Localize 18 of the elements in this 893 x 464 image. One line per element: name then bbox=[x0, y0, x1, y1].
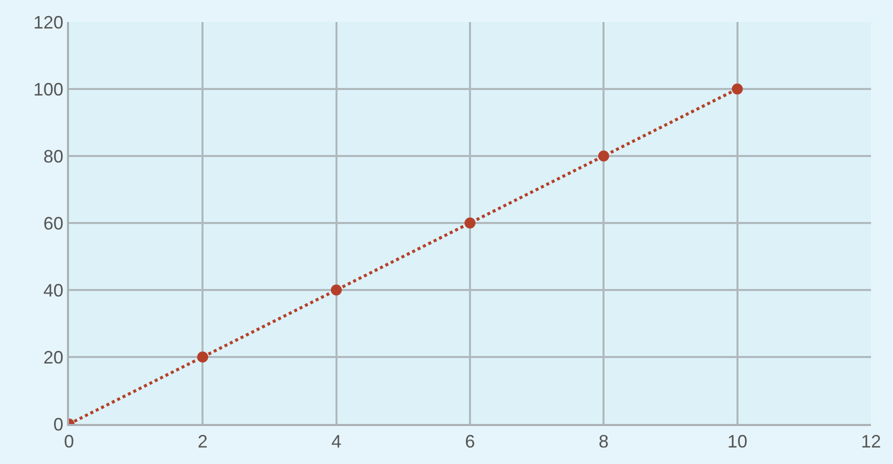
x-tick-label: 4 bbox=[331, 432, 342, 452]
x-tick-label: 8 bbox=[598, 432, 609, 452]
y-tick-label: 0 bbox=[53, 414, 64, 434]
y-tick-label: 120 bbox=[33, 12, 64, 32]
point bbox=[464, 218, 476, 228]
x-tick-label: 12 bbox=[860, 432, 882, 452]
y-tick-label: 100 bbox=[33, 79, 64, 100]
y-tick-label: 20 bbox=[43, 347, 64, 368]
point bbox=[732, 84, 743, 94]
y-tick-label: 80 bbox=[43, 146, 64, 166]
point bbox=[598, 150, 610, 162]
y-tick-label: 40 bbox=[43, 280, 64, 300]
y-tick-label: 60 bbox=[43, 213, 64, 234]
x-tick-label: 6 bbox=[464, 432, 476, 452]
x-tick-label: 2 bbox=[198, 432, 208, 452]
point bbox=[330, 284, 342, 296]
point bbox=[197, 352, 208, 362]
x-tick-label: 10 bbox=[727, 432, 748, 452]
